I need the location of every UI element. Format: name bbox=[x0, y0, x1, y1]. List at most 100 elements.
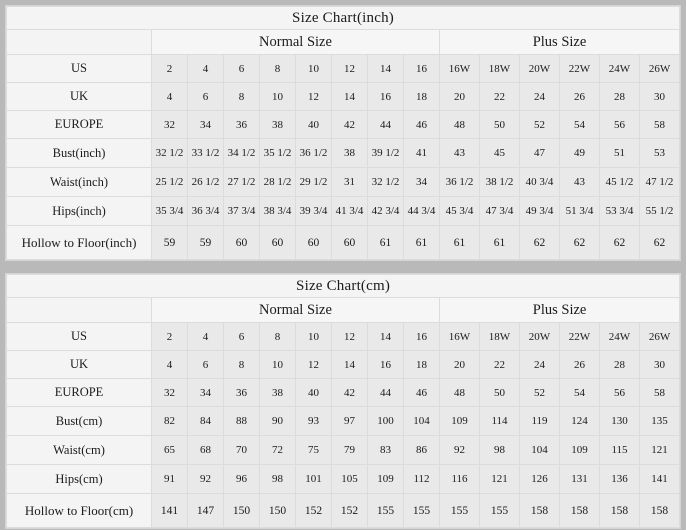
data-cell: 158 bbox=[559, 493, 600, 528]
data-cell: 4 bbox=[187, 54, 224, 83]
data-cell: 36 bbox=[223, 110, 260, 139]
data-cell: 116 bbox=[439, 464, 480, 494]
data-cell: 16W bbox=[439, 322, 480, 351]
data-cell: 40 bbox=[295, 378, 332, 407]
data-cell: 109 bbox=[559, 435, 600, 465]
group-header-corner bbox=[6, 29, 152, 55]
table-row: Bust(inch) 32 1/2 33 1/2 34 1/2 35 1/2 36 1/2… bbox=[6, 138, 681, 168]
data-cell: 50 bbox=[479, 110, 520, 139]
data-cell: 26 1/2 bbox=[187, 167, 224, 197]
table-row: US 2 4 6 8 10 12 14 16 16W 18W 20W 22W 24W 26W bbox=[6, 54, 681, 83]
group-header-row: Normal Size Plus Size bbox=[6, 29, 681, 55]
data-cell: 141 bbox=[638, 464, 681, 494]
data-cell: 141 bbox=[151, 493, 188, 528]
data-cell: 16 bbox=[403, 322, 440, 351]
data-cell: 6 bbox=[223, 54, 260, 83]
data-cell: 88 bbox=[223, 406, 260, 436]
data-cell: 54 bbox=[559, 378, 600, 407]
data-cell: 150 bbox=[223, 493, 260, 528]
data-cell: 112 bbox=[403, 464, 440, 494]
data-cell: 47 1/2 bbox=[638, 167, 681, 197]
data-cell: 92 bbox=[187, 464, 224, 494]
data-cell: 92 bbox=[439, 435, 480, 465]
data-cell: 28 bbox=[599, 350, 640, 379]
data-cell: 26W bbox=[638, 54, 681, 83]
data-cell: 10 bbox=[295, 54, 332, 83]
data-cell: 60 bbox=[295, 225, 332, 260]
data-cell: 39 1/2 bbox=[367, 138, 404, 168]
data-cell: 16 bbox=[403, 54, 440, 83]
data-cell: 86 bbox=[403, 435, 440, 465]
data-cell: 40 bbox=[295, 110, 332, 139]
data-cell: 22 bbox=[479, 350, 520, 379]
data-cell: 42 3/4 bbox=[367, 196, 404, 226]
data-cell: 49 bbox=[559, 138, 600, 168]
group-header-row: Normal Size Plus Size bbox=[6, 297, 681, 323]
data-cell: 28 1/2 bbox=[259, 167, 296, 197]
row-label: Hollow to Floor(inch) bbox=[6, 225, 152, 260]
chart-title: Size Chart(inch) bbox=[5, 6, 681, 30]
data-cell: 18 bbox=[403, 350, 440, 379]
data-cell: 56 bbox=[599, 378, 640, 407]
table-row: Hollow to Floor(inch) 59 59 60 60 60 60 61 61 61 6… bbox=[6, 225, 681, 260]
data-cell: 104 bbox=[519, 435, 560, 465]
data-cell: 4 bbox=[187, 322, 224, 351]
data-cell: 65 bbox=[151, 435, 188, 465]
data-cell: 50 bbox=[479, 378, 520, 407]
size-table-inch: Size Chart(inch) Normal Size Plus Size US 2 4… bbox=[5, 6, 681, 260]
data-cell: 83 bbox=[367, 435, 404, 465]
data-cell: 97 bbox=[331, 406, 368, 436]
data-cell: 35 3/4 bbox=[151, 196, 188, 226]
data-cell: 22W bbox=[559, 322, 600, 351]
data-cell: 16 bbox=[367, 82, 404, 111]
row-label: Waist(cm) bbox=[6, 435, 152, 465]
data-cell: 12 bbox=[295, 350, 332, 379]
data-cell: 104 bbox=[403, 406, 440, 436]
data-cell: 53 3/4 bbox=[599, 196, 640, 226]
chart-title: Size Chart(cm) bbox=[5, 274, 681, 298]
data-cell: 158 bbox=[599, 493, 640, 528]
row-label: Hollow to Floor(cm) bbox=[6, 493, 152, 528]
data-cell: 26 bbox=[559, 82, 600, 111]
data-cell: 10 bbox=[295, 322, 332, 351]
table-row: EUROPE 32 34 36 38 40 42 44 46 48 50 52 54 56 58 bbox=[6, 378, 681, 407]
data-cell: 101 bbox=[295, 464, 332, 494]
data-cell: 36 3/4 bbox=[187, 196, 224, 226]
table-row: UK 4 6 8 10 12 14 16 18 20 22 24 26 28 30 bbox=[6, 350, 681, 379]
data-cell: 121 bbox=[479, 464, 520, 494]
table-row: Waist(inch) 25 1/2 26 1/2 27 1/2 28 1/2 29 1/… bbox=[6, 167, 681, 197]
data-cell: 18 bbox=[403, 82, 440, 111]
data-cell: 24W bbox=[599, 322, 640, 351]
data-cell: 155 bbox=[439, 493, 480, 528]
data-cell: 12 bbox=[331, 54, 368, 83]
data-cell: 24 bbox=[519, 350, 560, 379]
data-cell: 93 bbox=[295, 406, 332, 436]
data-cell: 98 bbox=[479, 435, 520, 465]
data-cell: 44 3/4 bbox=[403, 196, 440, 226]
size-chart-inch: Size Chart(inch) Normal Size Plus Size US 2 4… bbox=[5, 5, 681, 261]
data-cell: 20W bbox=[519, 54, 560, 83]
data-cell: 46 bbox=[403, 378, 440, 407]
data-cell: 2 bbox=[151, 54, 188, 83]
row-label: EUROPE bbox=[6, 110, 152, 139]
data-cell: 51 3/4 bbox=[559, 196, 600, 226]
data-cell: 47 bbox=[519, 138, 560, 168]
data-cell: 43 bbox=[439, 138, 480, 168]
row-label: US bbox=[6, 322, 152, 351]
data-cell: 59 bbox=[187, 225, 224, 260]
data-cell: 29 1/2 bbox=[295, 167, 332, 197]
data-cell: 68 bbox=[187, 435, 224, 465]
group-header-plus-size: Plus Size bbox=[438, 29, 681, 55]
data-cell: 158 bbox=[638, 493, 681, 528]
data-cell: 131 bbox=[559, 464, 600, 494]
group-header-corner bbox=[6, 297, 152, 323]
data-cell: 62 bbox=[599, 225, 640, 260]
data-cell: 30 bbox=[638, 350, 681, 379]
table-row: Bust(cm) 82 84 88 90 93 97 100 104 109 114 119 124 13… bbox=[6, 406, 681, 436]
data-cell: 12 bbox=[295, 82, 332, 111]
data-cell: 60 bbox=[223, 225, 260, 260]
data-cell: 58 bbox=[638, 378, 681, 407]
data-cell: 56 bbox=[599, 110, 640, 139]
data-cell: 124 bbox=[559, 406, 600, 436]
